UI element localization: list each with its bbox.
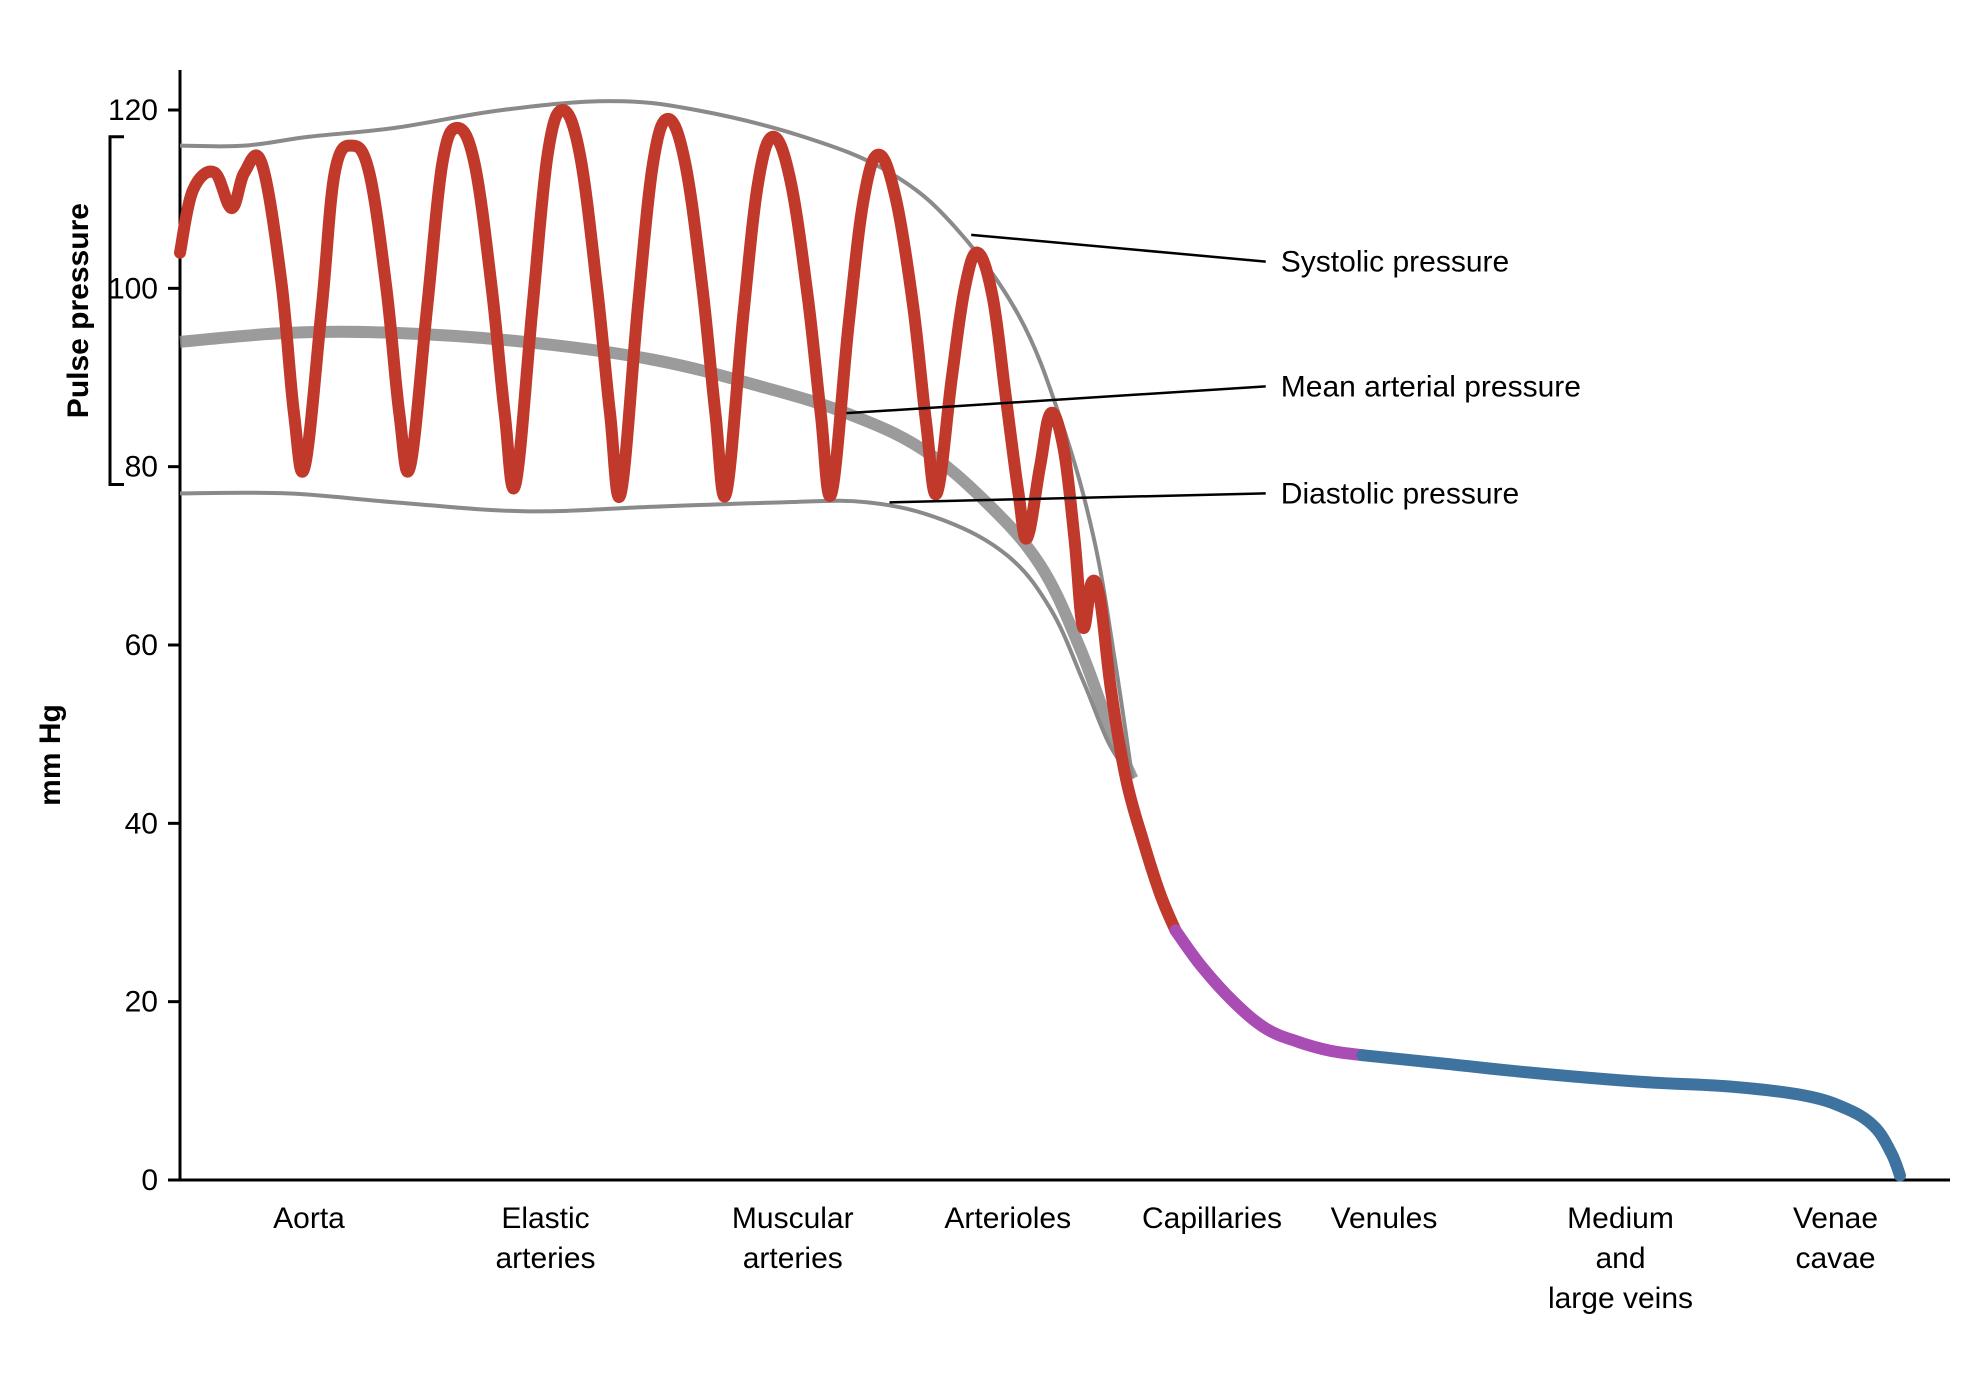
label-mean: Mean arterial pressure <box>1281 370 1581 403</box>
y-tick-label: 60 <box>125 629 158 662</box>
x-category-capillaries: Capillaries <box>1142 1202 1282 1235</box>
x-category-elastic-line2: arteries <box>495 1242 595 1275</box>
leader-systolic <box>971 235 1266 262</box>
label-diastolic: Diastolic pressure <box>1281 477 1519 510</box>
y-tick-label: 120 <box>108 94 158 127</box>
x-category-muscular: Muscular <box>732 1202 854 1235</box>
y-tick-label: 40 <box>125 807 158 840</box>
y-tick-label: 100 <box>108 272 158 305</box>
x-category-elastic: Elastic <box>501 1202 589 1235</box>
x-category-medlarge-line3: large veins <box>1548 1282 1693 1315</box>
x-category-aorta: Aorta <box>273 1202 345 1235</box>
chart-svg: 0 20 40 60 80 100 120 mm Hg Aorta Elastic arteries… <box>0 0 1979 1379</box>
y-tick-label: 80 <box>125 451 158 484</box>
x-category-venaecavae: Venae <box>1793 1202 1878 1235</box>
x-category-venaecavae-line2: cavae <box>1795 1242 1875 1275</box>
label-systolic: Systolic pressure <box>1281 246 1509 279</box>
pulse-pressure-bracket <box>110 137 124 485</box>
pulse-pressure-label: Pulse pressure <box>62 203 95 418</box>
x-category-muscular-line2: arteries <box>743 1242 843 1275</box>
diastolic-envelope <box>180 493 1132 779</box>
y-tick-label: 0 <box>141 1164 158 1197</box>
y-axis-title: mm Hg <box>34 704 67 806</box>
blood-pressure-chart: 0 20 40 60 80 100 120 mm Hg Aorta Elastic arteries… <box>0 0 1979 1379</box>
mean-arterial-line <box>180 332 1132 779</box>
y-tick-label: 20 <box>125 986 158 1019</box>
systolic-envelope <box>180 101 1132 779</box>
leader-diastolic <box>890 493 1266 502</box>
x-category-arterioles: Arterioles <box>944 1202 1071 1235</box>
x-category-medlarge: Medium <box>1567 1202 1674 1235</box>
venous-segment <box>1363 1055 1901 1175</box>
x-category-venules: Venules <box>1331 1202 1438 1235</box>
pulsatile-arterial-line <box>180 110 1175 930</box>
x-category-medlarge-line2: and <box>1595 1242 1645 1275</box>
capillary-segment <box>1175 930 1362 1055</box>
